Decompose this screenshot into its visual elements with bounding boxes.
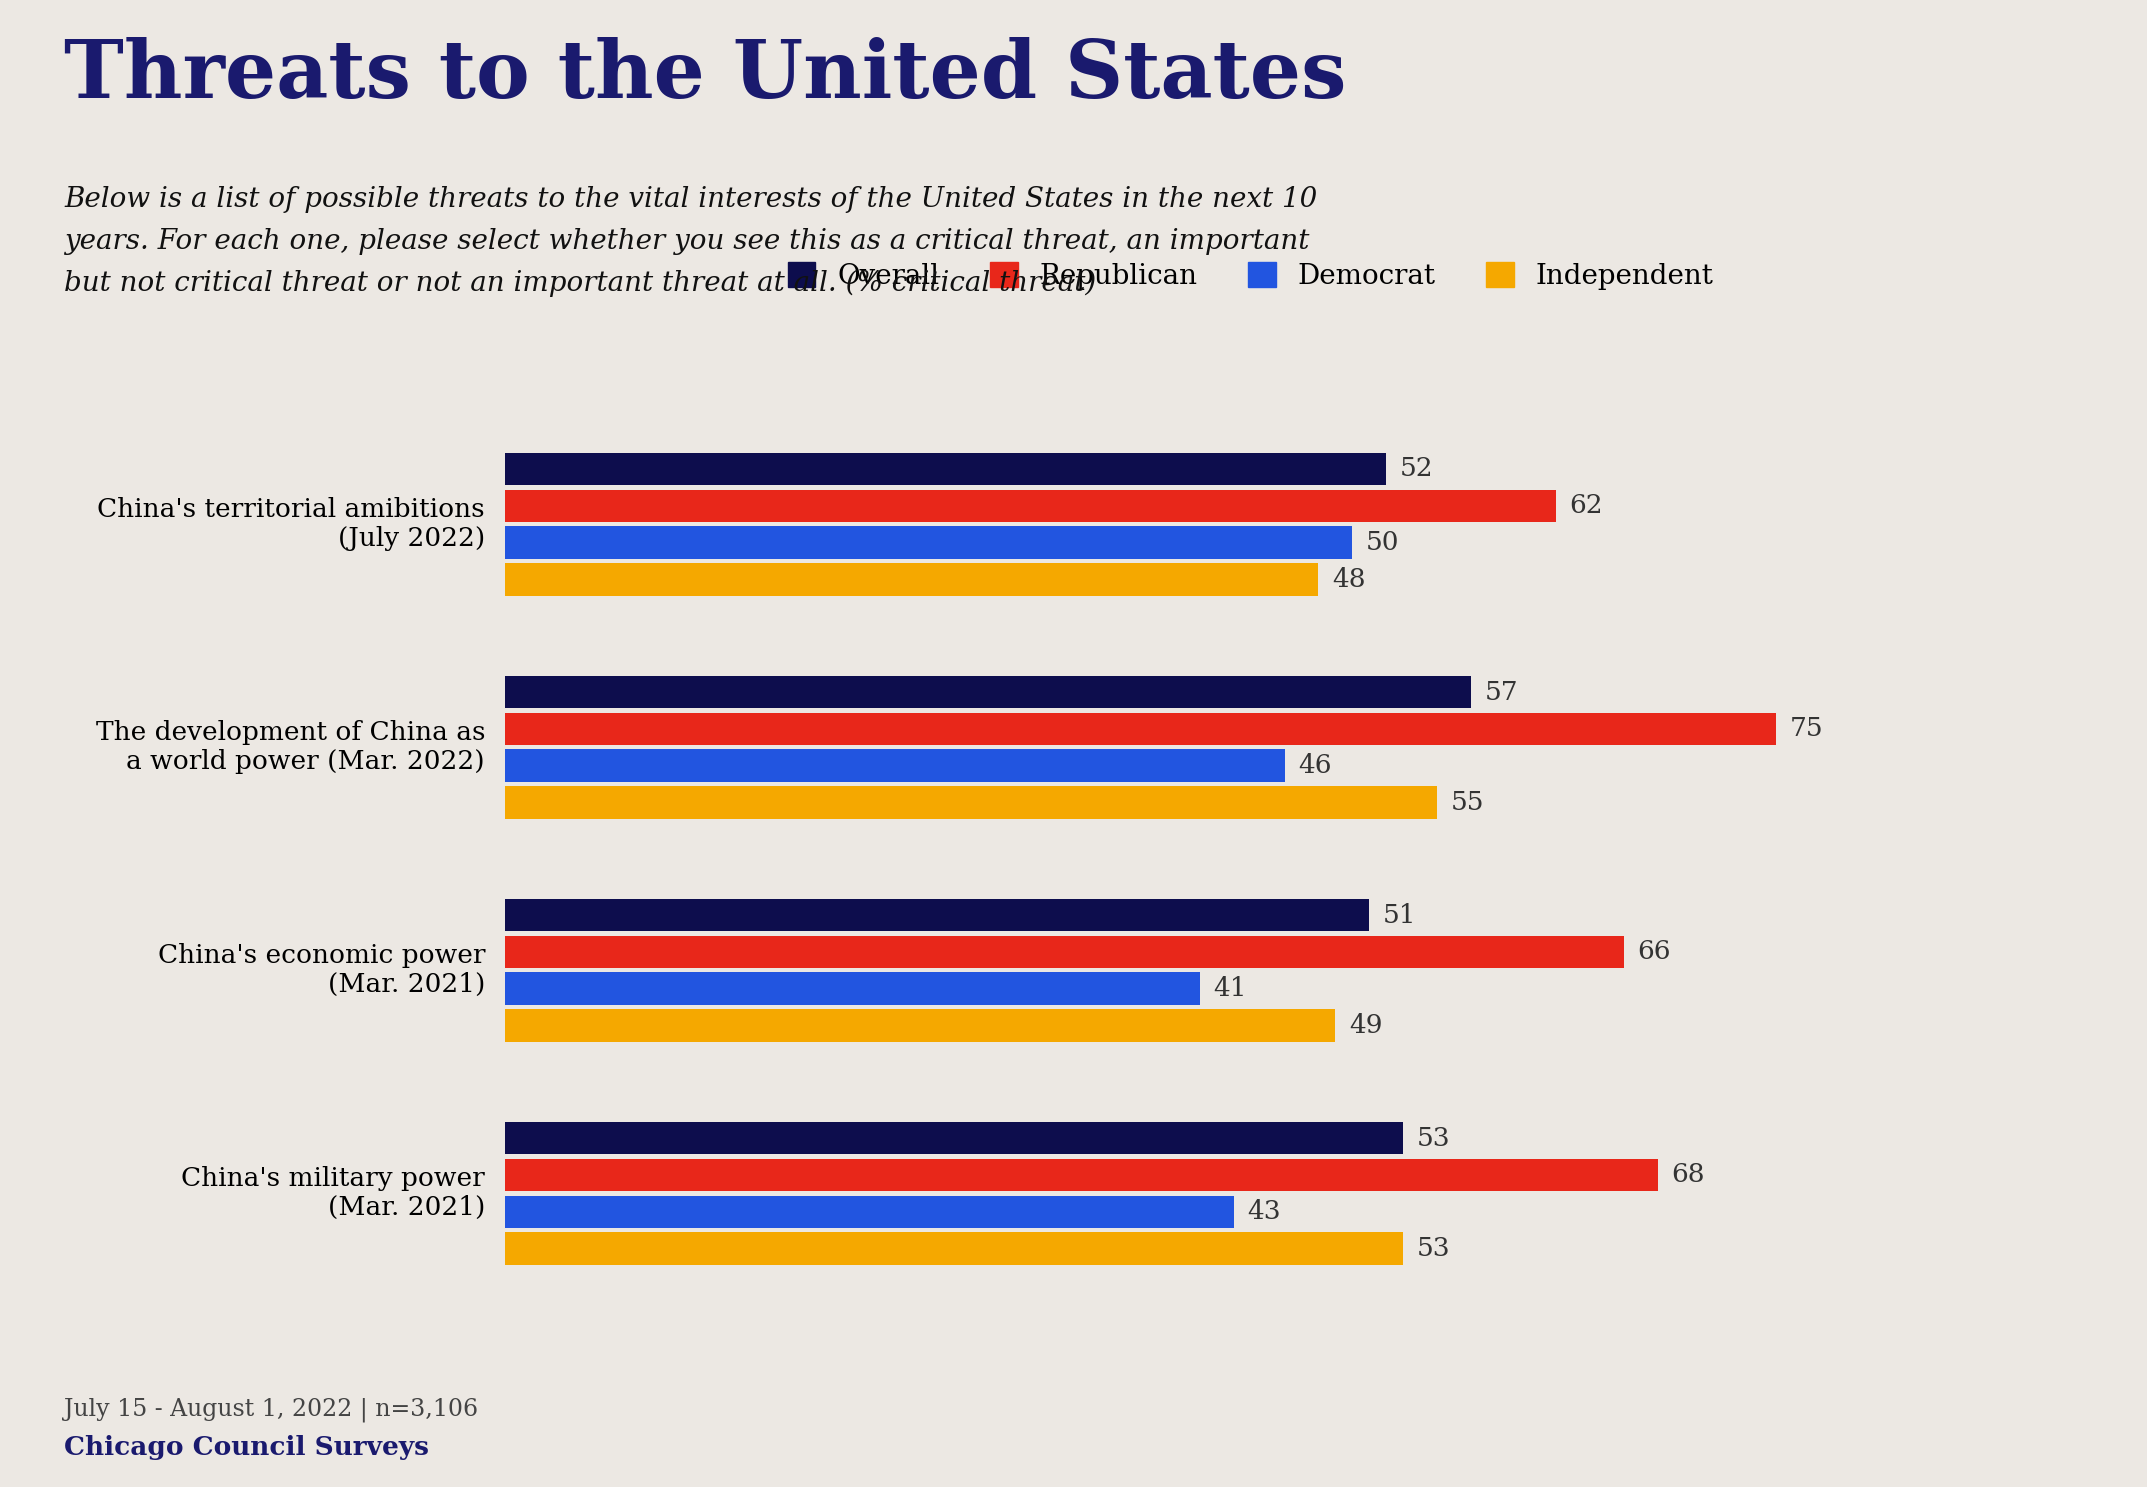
Bar bbox=[505, 526, 1353, 559]
Text: 68: 68 bbox=[1670, 1163, 1705, 1188]
Text: 51: 51 bbox=[1383, 903, 1417, 928]
Bar bbox=[505, 1010, 1335, 1042]
Bar bbox=[505, 749, 1284, 782]
Text: Chicago Council Surveys: Chicago Council Surveys bbox=[64, 1435, 429, 1460]
Text: 75: 75 bbox=[1791, 717, 1823, 742]
Bar bbox=[505, 935, 1623, 968]
Text: Below is a list of possible threats to the vital interests of the United States : Below is a list of possible threats to t… bbox=[64, 186, 1318, 297]
Text: 50: 50 bbox=[1365, 529, 1400, 555]
Text: 53: 53 bbox=[1417, 1126, 1451, 1151]
Bar bbox=[505, 1196, 1235, 1228]
Bar bbox=[505, 972, 1200, 1005]
Text: 57: 57 bbox=[1484, 680, 1518, 705]
Text: 53: 53 bbox=[1417, 1236, 1451, 1261]
Bar bbox=[505, 1233, 1404, 1265]
Text: Threats to the United States: Threats to the United States bbox=[64, 37, 1346, 114]
Text: 48: 48 bbox=[1331, 567, 1365, 592]
Text: 62: 62 bbox=[1569, 494, 1604, 519]
Bar bbox=[505, 675, 1471, 708]
Text: July 15 - August 1, 2022 | n=3,106: July 15 - August 1, 2022 | n=3,106 bbox=[64, 1398, 479, 1422]
Bar bbox=[505, 712, 1776, 745]
Bar bbox=[505, 489, 1557, 522]
Text: 66: 66 bbox=[1638, 940, 1670, 965]
Bar bbox=[505, 787, 1436, 819]
Bar bbox=[505, 1158, 1657, 1191]
Text: 41: 41 bbox=[1213, 975, 1247, 1001]
Text: 43: 43 bbox=[1247, 1199, 1282, 1224]
Legend: Overall, Republican, Democrat, Independent: Overall, Republican, Democrat, Independe… bbox=[777, 251, 1724, 300]
Bar bbox=[505, 564, 1318, 596]
Bar bbox=[505, 452, 1387, 485]
Bar bbox=[505, 898, 1370, 931]
Bar bbox=[505, 1121, 1404, 1154]
Text: 52: 52 bbox=[1400, 457, 1434, 482]
Text: 46: 46 bbox=[1299, 752, 1331, 778]
Text: 49: 49 bbox=[1348, 1013, 1383, 1038]
Text: 55: 55 bbox=[1451, 790, 1484, 815]
